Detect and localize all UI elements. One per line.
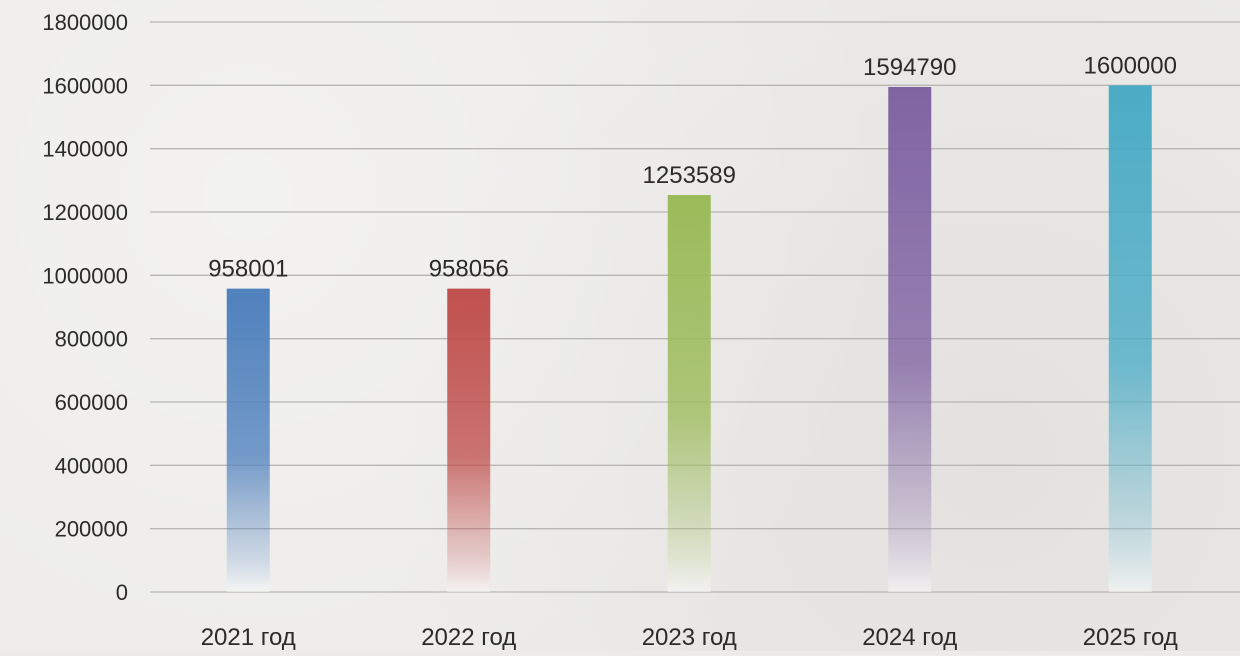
y-axis-tick-labels: 0 200000 400000 600000 800000 1000000 1200000 1… xyxy=(42,10,128,605)
x-category-label: 2023 год xyxy=(642,624,737,651)
bar xyxy=(667,195,711,592)
y-tick-label: 1800000 xyxy=(42,10,128,35)
y-tick-label: 1000000 xyxy=(42,263,128,288)
bar xyxy=(888,86,932,593)
y-tick-label: 1200000 xyxy=(42,200,128,225)
y-tick-label: 800000 xyxy=(55,327,128,352)
bar xyxy=(447,288,491,592)
data-labels: 958001 958056 1253589 1594790 1600000 xyxy=(208,52,1177,282)
x-axis-category-labels: 2021 год 2022 год 2023 год 2024 год 2025 год xyxy=(201,624,1178,651)
x-category-label: 2024 год xyxy=(862,624,957,651)
x-category-label: 2022 год xyxy=(421,624,516,651)
data-label: 1594790 xyxy=(863,54,956,81)
y-tick-label: 0 xyxy=(116,580,128,605)
y-tick-label: 200000 xyxy=(55,517,128,542)
y-tick-label: 1400000 xyxy=(42,137,128,162)
data-label: 1253589 xyxy=(643,162,736,189)
y-tick-label: 600000 xyxy=(55,390,128,415)
bar xyxy=(226,288,270,592)
x-category-label: 2021 год xyxy=(201,624,296,651)
bars xyxy=(226,85,1152,593)
data-label: 958056 xyxy=(429,256,509,283)
x-category-label: 2025 год xyxy=(1083,624,1178,651)
data-label: 1600000 xyxy=(1084,52,1177,79)
bar xyxy=(1108,85,1152,592)
data-label: 958001 xyxy=(208,256,288,283)
y-tick-label: 400000 xyxy=(55,453,128,478)
y-tick-label: 1600000 xyxy=(42,73,128,98)
